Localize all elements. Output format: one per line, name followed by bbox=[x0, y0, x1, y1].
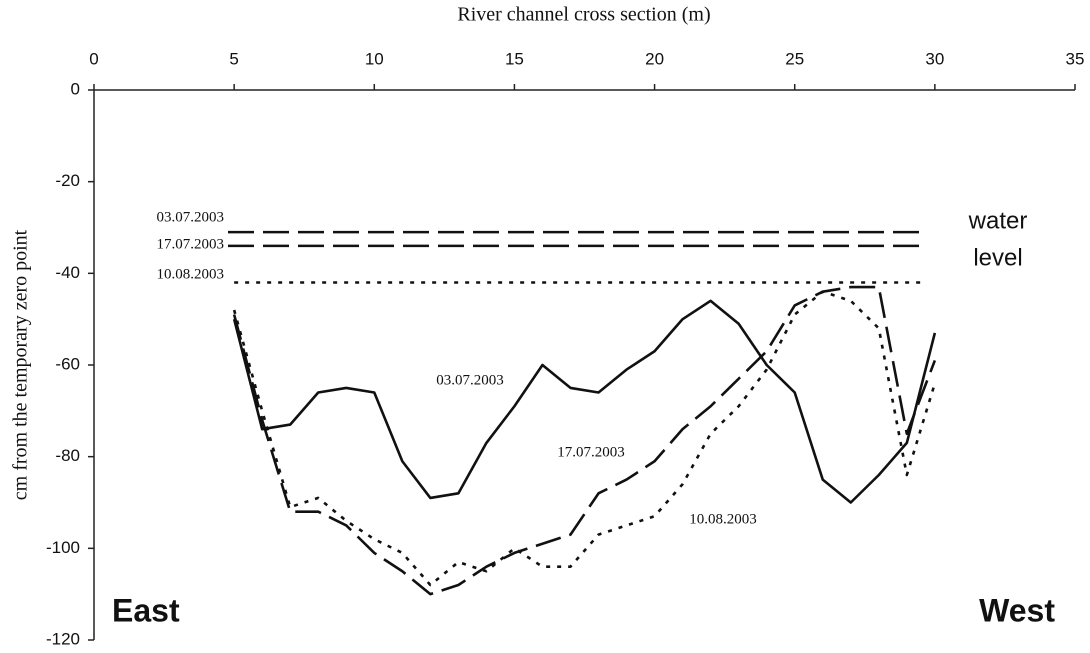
x-tick-label: 20 bbox=[645, 49, 664, 68]
series-label: 03.07.2003 bbox=[436, 372, 504, 388]
y-tick-label: -40 bbox=[55, 263, 80, 282]
water-level-date: 17.07.2003 bbox=[157, 236, 225, 252]
water-level-date: 03.07.2003 bbox=[157, 209, 225, 225]
x-tick-label: 5 bbox=[229, 49, 238, 68]
y-tick-label: 0 bbox=[71, 79, 80, 98]
water-level-label: water bbox=[968, 207, 1028, 234]
y-axis-label: cm from the temporary zero point bbox=[10, 229, 32, 500]
y-tick-label: -100 bbox=[46, 538, 80, 557]
data-line bbox=[232, 299, 937, 504]
x-tick-label: 30 bbox=[925, 49, 944, 68]
y-tick-label: -120 bbox=[46, 629, 80, 648]
x-tick-label: 10 bbox=[365, 49, 384, 68]
x-tick-label: 25 bbox=[785, 49, 804, 68]
water-level-label: level bbox=[973, 244, 1022, 271]
data-line bbox=[232, 290, 937, 587]
y-tick-label: -80 bbox=[55, 446, 80, 465]
water-level-date: 10.08.2003 bbox=[157, 266, 225, 282]
x-tick-label: 15 bbox=[505, 49, 524, 68]
x-tick-label: 35 bbox=[1066, 49, 1085, 68]
west-label: West bbox=[979, 592, 1055, 628]
data-line bbox=[232, 285, 937, 596]
y-tick-label: -60 bbox=[55, 354, 80, 373]
east-label: East bbox=[112, 592, 180, 628]
y-tick-label: -20 bbox=[55, 171, 80, 190]
series-label: 10.08.2003 bbox=[689, 511, 757, 527]
chart-title: River channel cross section (m) bbox=[457, 4, 710, 26]
series-label: 17.07.2003 bbox=[557, 444, 625, 460]
x-tick-label: 0 bbox=[89, 49, 98, 68]
